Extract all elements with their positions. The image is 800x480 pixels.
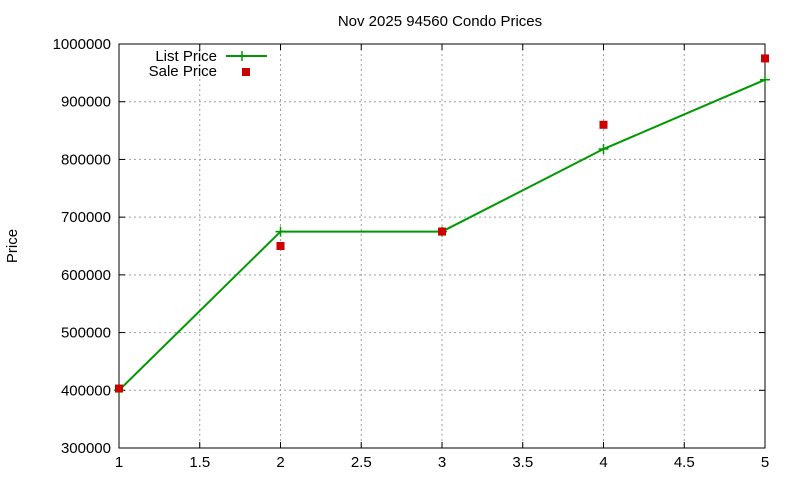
x-tick-label: 4.5 (674, 454, 695, 471)
x-tick-label: 4 (599, 454, 607, 471)
list-price-point (598, 144, 609, 155)
legend-marker-list-price (237, 51, 247, 61)
grid (119, 44, 765, 448)
y-tick-label: 1000000 (53, 36, 111, 53)
y-axis-label: Price (4, 229, 21, 263)
y-tick-label: 800000 (61, 151, 111, 168)
chart-title: Nov 2025 94560 Condo Prices (338, 13, 542, 30)
sale-price-point (115, 384, 123, 393)
legend-label-sale-price: Sale Price (149, 63, 217, 80)
x-tick-label: 5 (761, 454, 769, 471)
series-layer (114, 54, 770, 396)
list-price-point (275, 226, 286, 237)
sale-price-point (276, 242, 285, 250)
y-tick-label: 900000 (61, 94, 111, 111)
legend: List Price Sale Price (149, 48, 267, 80)
y-tick-label: 300000 (61, 440, 111, 457)
x-tick-label: 3.5 (512, 454, 533, 471)
y-tick-label: 700000 (61, 209, 111, 226)
sale-price-point (438, 227, 446, 236)
y-tick-label: 400000 (61, 382, 111, 399)
x-tick-label: 3 (438, 454, 446, 471)
y-tick-label: 500000 (61, 325, 111, 342)
x-tick-label: 1.5 (189, 454, 210, 471)
list-price-point (760, 74, 770, 85)
sale-price-point (761, 54, 769, 63)
x-tick-label: 1 (115, 454, 123, 471)
ticks: 300000 400000 500000 600000 700000 800000 9000… (53, 36, 770, 471)
legend-marker-sale-price (242, 68, 250, 76)
sale-price-point (599, 120, 608, 129)
x-tick-label: 2.5 (351, 454, 372, 471)
y-tick-label: 600000 (61, 267, 111, 284)
x-tick-label: 2 (276, 454, 284, 471)
legend-label-list-price: List Price (155, 48, 217, 65)
